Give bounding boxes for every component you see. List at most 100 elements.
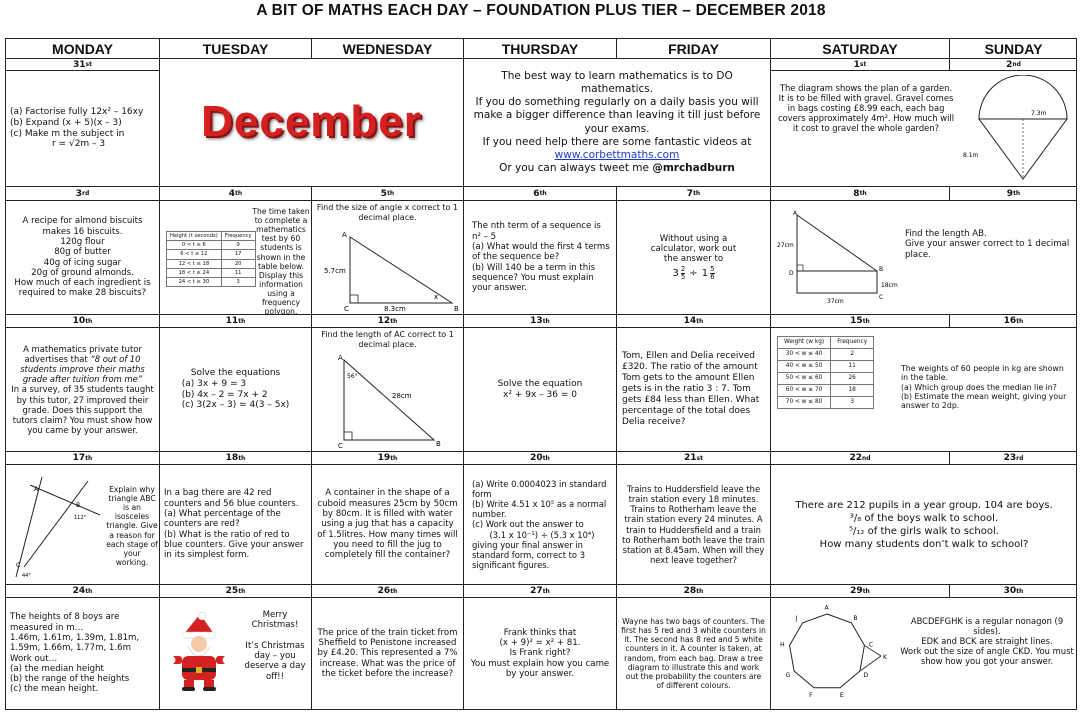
table-row: 30 < w ≤ 40 2 xyxy=(776,347,875,361)
intro-line-4: Or you can always tweet me xyxy=(499,161,649,174)
q5-triangle: A B C 5.7cm 8.3cm x xyxy=(324,231,459,313)
q29-text: ABCDEFGHK is a regular nonagon (9 sides)… xyxy=(899,616,1075,666)
q15-table: Weight (w kg) Frequency 30 < w ≤ 40 2 40 <… xyxy=(776,336,875,409)
side-label: 8.3cm xyxy=(384,305,406,313)
q14-text: Tom, Ellen and Delia received £320. The … xyxy=(622,351,760,427)
page-title: A BIT OF MATHS EACH DAY – FOUNDATION PLU… xyxy=(256,2,826,19)
angle-label: 112° xyxy=(74,515,87,521)
vertex-c-label: C xyxy=(338,442,343,448)
nonagon-vertex-label: E xyxy=(840,692,844,699)
nonagon-vertex-label: F xyxy=(809,692,813,699)
cell-13-quadratic: Solve the equation x² + 9x – 36 = 0 xyxy=(464,328,617,452)
q29-line-3: Work out the size of angle CKD. You must… xyxy=(900,646,1074,667)
q24-line: 1.59m, 1.66m, 1.77m, 1.6m xyxy=(10,643,131,654)
cell-10-tutor: A mathematics private tutor advertises t… xyxy=(6,328,160,452)
q29-line-2: EDK and BCK are straight lines. xyxy=(921,636,1053,647)
q6-part-a: (a) What would the first 4 terms of the … xyxy=(472,242,610,263)
q3-line: 20g of ground almonds. xyxy=(31,267,134,278)
table-row: 24 < t ≤ 30 3 xyxy=(166,277,256,288)
q15-text: The weights of 60 people in kg are shown… xyxy=(901,364,1067,411)
q6-part-b: (b) Will 140 be a term in this sequence?… xyxy=(472,262,596,294)
q10-quote: “8 out of 10 students improve their math… xyxy=(20,354,145,385)
cell-29-30-nonagon: A B C D E F G H J K ABCDEFGHK is a regular nonago… xyxy=(771,598,1077,709)
q8-line-1: Find the length AB. xyxy=(905,229,987,239)
table-row: 60 < w ≤ 70 18 xyxy=(776,383,875,397)
angle-label: 56° xyxy=(347,373,358,380)
cell-5-trig: Find the size of angle x correct to 1 de… xyxy=(312,201,464,315)
nonagon-vertex-label: C xyxy=(869,642,873,649)
day-header-thursday: THURSDAY xyxy=(464,39,617,59)
q7-text: Without using a calculator, work out the… xyxy=(650,233,737,265)
vertex-a-label: A xyxy=(338,354,343,362)
q24-line: Work out… xyxy=(10,653,58,664)
q11-part-c: (c) 3(2x – 3) = 4(3 – 5x) xyxy=(181,400,290,411)
q29-line-1: ABCDEFGHK is a regular nonagon (9 sides)… xyxy=(910,616,1064,637)
q21-text: Trains to Huddersfield leave the train s… xyxy=(622,484,765,565)
vertex-k-label: K xyxy=(883,654,888,661)
cell-12-trig: Find the length of AC correct to 1 decim… xyxy=(312,328,464,452)
q22-line-1: There are 212 pupils in a year group. 10… xyxy=(795,499,1053,511)
q31-formula: r = √2m – 3 xyxy=(52,139,106,150)
q24-line: (b) the range of the heights xyxy=(10,674,130,685)
vertex-b-label: B xyxy=(454,305,459,313)
q31-part-b: (b) Expand (x + 5)(x – 3) xyxy=(10,117,122,128)
cell-18-counters: In a bag there are 42 red counters and 5… xyxy=(160,465,312,585)
calendar-grid: MONDAY TUESDAY WEDNESDAY THURSDAY FRIDAY… xyxy=(5,38,1077,710)
q22-line-4: How many students don’t walk to school? xyxy=(819,538,1029,550)
side-label: 5.7cm xyxy=(324,267,346,275)
q18-part-a: (a) What percentage of the counters are … xyxy=(164,509,281,530)
q11-part-b: (b) 4x – 2 = 7x + 2 xyxy=(181,389,268,400)
q15-header: Frequency xyxy=(830,336,875,349)
q17-diagram: A B C 112° 44° xyxy=(15,476,101,579)
cell-22-23-pupils: There are 212 pupils in a year group. 10… xyxy=(771,465,1077,585)
merry-christmas-text: Merry Christmas! xyxy=(251,610,299,631)
intro-cell: The best way to learn mathematics is to … xyxy=(464,59,771,187)
cell-20-standard-form: (a) Write 0.0004023 in standard form (b)… xyxy=(464,465,617,585)
q8-diagram: A B C D 27cm 18cm 37cm xyxy=(777,210,898,305)
vertex-b-label: B xyxy=(879,266,883,273)
vertex-a-label: A xyxy=(793,210,798,217)
vertex-c-label: C xyxy=(879,294,883,301)
table-row: 18 < t ≤ 24 11 xyxy=(166,267,256,279)
q27-line-2: (x + 9)² = x² + 81. xyxy=(499,638,581,649)
day-header-saturday: SATURDAY xyxy=(771,39,950,59)
q8-line-2: Give your answer correct to 1 decimal pl… xyxy=(905,239,1070,260)
garden-height-label: 8.1m xyxy=(963,152,979,159)
q15-header: Weight (w kg) xyxy=(776,336,832,349)
twitter-handle: @mrchadburn xyxy=(652,161,735,174)
intro-line-1: The best way to learn mathematics is to … xyxy=(501,70,733,96)
day-header-monday: MONDAY xyxy=(6,39,160,59)
nonagon-vertex-label: H xyxy=(780,642,785,649)
q20-calculation: (3.1 x 10⁻¹) ÷ (5.3 x 10⁴) xyxy=(489,529,595,540)
q6-line-1: The nth term of a sequence is n² – 5 xyxy=(472,221,601,242)
q25-text: Merry Christmas! It’s Christmas day – yo… xyxy=(242,610,308,682)
q20-part-c: (c) Work out the answer to xyxy=(472,519,584,530)
corbettmaths-link[interactable]: www.corbettmaths.com xyxy=(554,148,680,161)
cell-26-ticket: The price of the train ticket from Sheff… xyxy=(312,598,464,709)
garden-semicircle xyxy=(978,75,1068,120)
q27-line-1: Frank thinks that xyxy=(503,627,577,638)
q20-part-c-cont: giving your final answer in standard for… xyxy=(472,539,586,570)
